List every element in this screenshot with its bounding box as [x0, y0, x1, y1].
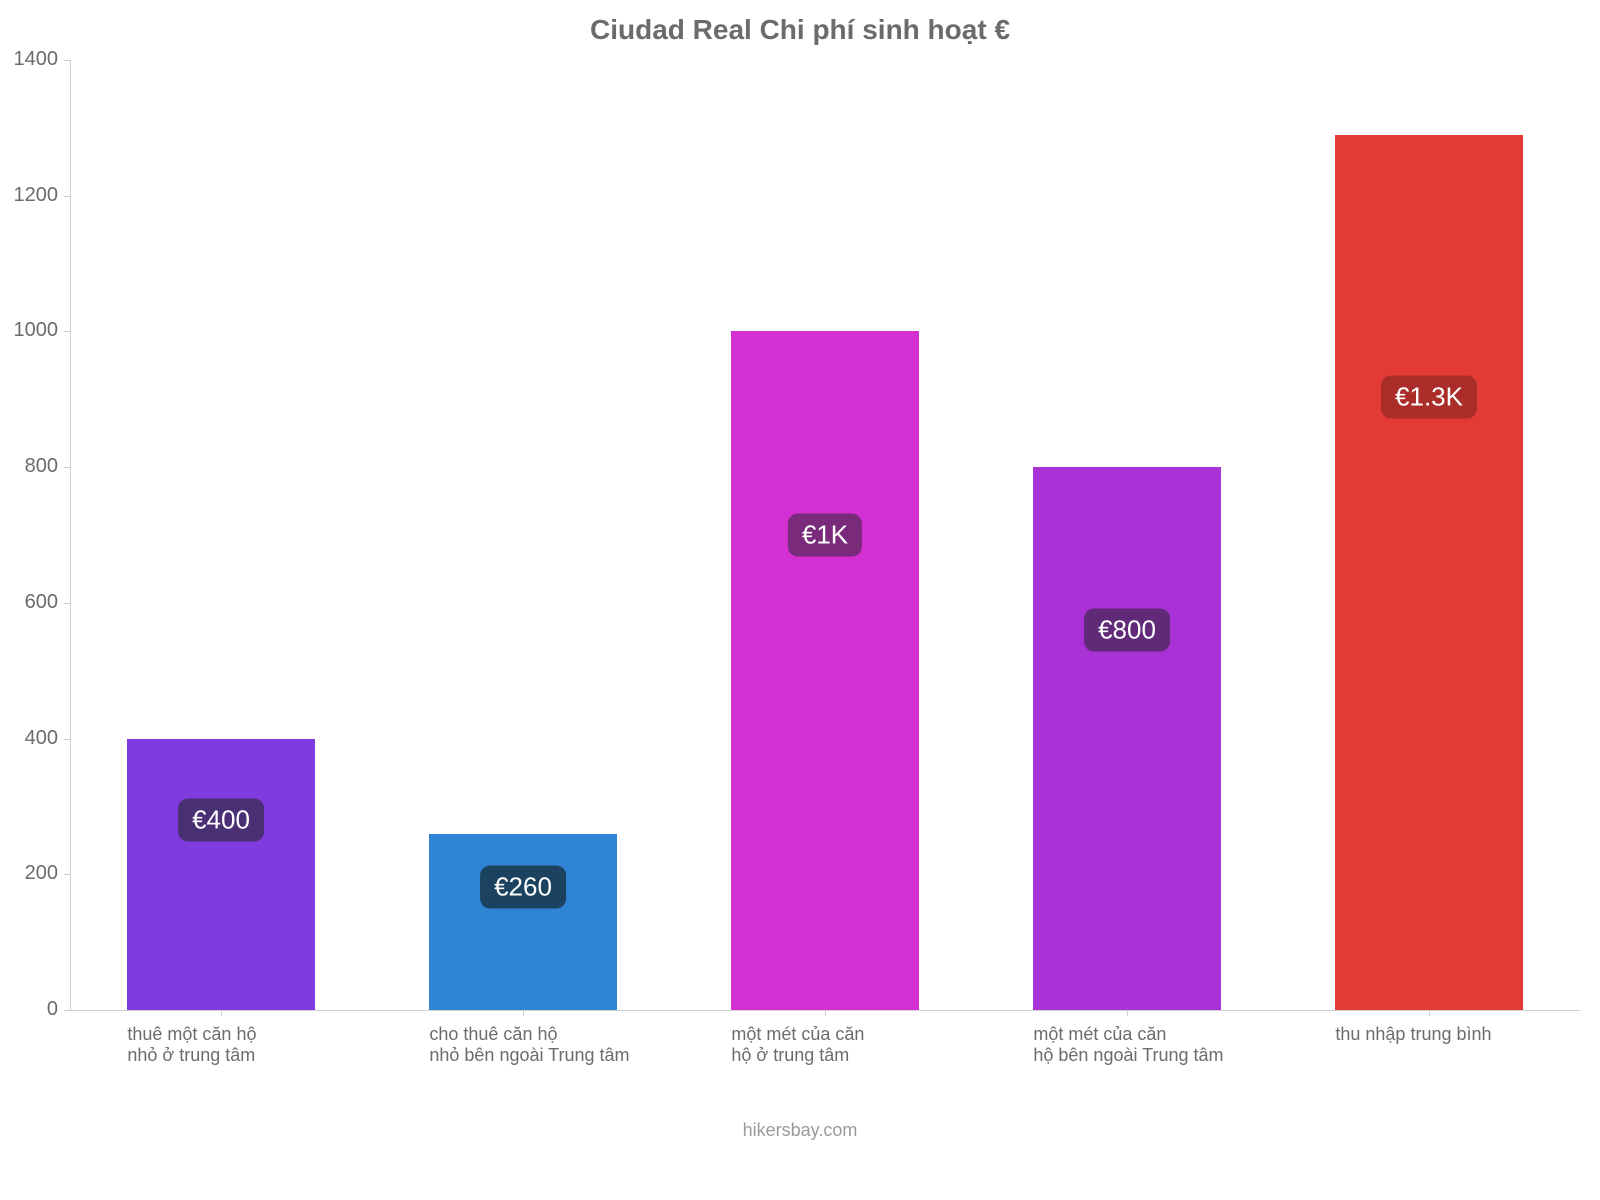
- y-tick: [64, 739, 70, 740]
- x-tick: [825, 1010, 826, 1016]
- y-tick: [64, 874, 70, 875]
- bar: [429, 834, 616, 1010]
- y-tick: [64, 331, 70, 332]
- y-tick-label: 1400: [0, 48, 58, 71]
- bar: [731, 331, 918, 1010]
- x-category-label: cho thuê căn hộ nhỏ bên ngoài Trung tâm: [429, 1024, 716, 1066]
- y-tick-label: 200: [0, 862, 58, 885]
- value-badge: €1K: [788, 514, 862, 557]
- x-tick: [1429, 1010, 1430, 1016]
- value-badge: €1.3K: [1381, 376, 1477, 419]
- y-tick-label: 400: [0, 727, 58, 750]
- value-badge: €260: [480, 865, 566, 908]
- value-badge: €800: [1084, 609, 1170, 652]
- y-tick: [64, 467, 70, 468]
- x-tick: [221, 1010, 222, 1016]
- chart-footer: hikersbay.com: [0, 1120, 1600, 1141]
- chart-container: Ciudad Real Chi phí sinh hoạt € 02004006…: [0, 0, 1600, 1200]
- y-tick-label: 1000: [0, 319, 58, 342]
- bar: [1033, 467, 1220, 1010]
- x-category-label: một mét của căn hộ ở trung tâm: [731, 1024, 1018, 1066]
- y-tick: [64, 196, 70, 197]
- y-tick: [64, 60, 70, 61]
- plot-area: 0200400600800100012001400€400thuê một că…: [70, 60, 1580, 1010]
- y-tick: [64, 603, 70, 604]
- bar: [127, 739, 314, 1010]
- x-category-label: thuê một căn hộ nhỏ ở trung tâm: [127, 1024, 414, 1066]
- y-tick: [64, 1010, 70, 1011]
- x-tick: [523, 1010, 524, 1016]
- chart-title: Ciudad Real Chi phí sinh hoạt €: [0, 14, 1600, 46]
- x-category-label: thu nhập trung bình: [1335, 1024, 1600, 1045]
- bar: [1335, 135, 1522, 1010]
- value-badge: €400: [178, 799, 264, 842]
- y-tick-label: 800: [0, 455, 58, 478]
- x-category-label: một mét của căn hộ bên ngoài Trung tâm: [1033, 1024, 1320, 1066]
- y-tick-label: 1200: [0, 184, 58, 207]
- y-tick-label: 600: [0, 591, 58, 614]
- x-tick: [1127, 1010, 1128, 1016]
- y-tick-label: 0: [0, 998, 58, 1021]
- y-axis-line: [70, 60, 71, 1010]
